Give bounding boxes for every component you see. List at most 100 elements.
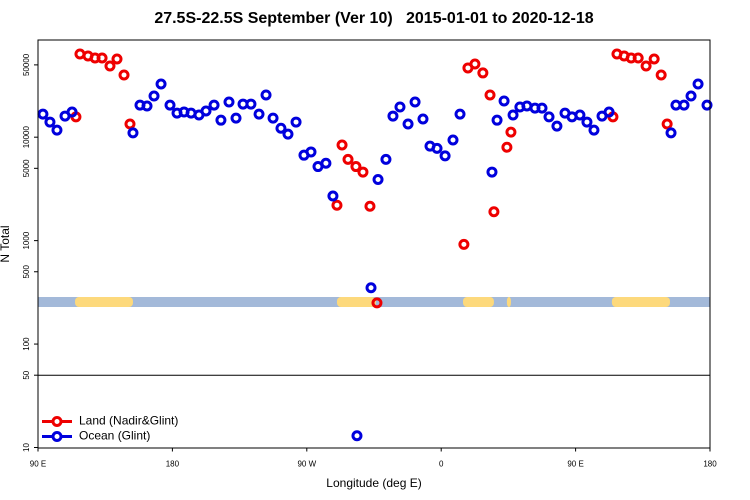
point	[603, 106, 615, 118]
point	[501, 141, 513, 153]
point	[409, 96, 421, 108]
point	[111, 53, 123, 65]
point	[282, 128, 294, 140]
point	[486, 166, 498, 178]
point	[372, 173, 384, 185]
point	[447, 134, 459, 146]
point	[215, 114, 227, 126]
point	[127, 127, 139, 139]
plot-frame	[37, 39, 711, 449]
legend-label: Land (Nadir&Glint)	[79, 414, 178, 428]
land-segment	[611, 297, 670, 307]
point	[678, 99, 690, 111]
point	[431, 142, 443, 154]
x-tick-label: 180	[703, 460, 717, 469]
point	[458, 238, 470, 250]
point	[155, 78, 167, 90]
point	[44, 116, 56, 128]
point	[454, 108, 466, 120]
point	[488, 206, 500, 218]
point	[327, 190, 339, 202]
y-tick-label: 10000	[22, 126, 31, 149]
point	[223, 96, 235, 108]
point	[505, 126, 517, 138]
land-segment	[506, 297, 511, 307]
point	[648, 53, 660, 65]
point	[507, 109, 519, 121]
point	[380, 153, 392, 165]
point	[200, 105, 212, 117]
point	[342, 153, 354, 165]
point	[320, 157, 332, 169]
point	[387, 110, 399, 122]
point	[351, 430, 363, 442]
point	[364, 200, 376, 212]
point	[498, 95, 510, 107]
land-segment	[75, 297, 133, 307]
land-segment	[336, 297, 376, 307]
point	[469, 58, 481, 70]
point	[477, 67, 489, 79]
legend-label: Ocean (Glint)	[79, 429, 150, 443]
point	[701, 99, 713, 111]
point	[665, 127, 677, 139]
point	[357, 166, 369, 178]
point	[371, 297, 383, 309]
point	[588, 124, 600, 136]
point	[581, 116, 593, 128]
point	[365, 282, 377, 294]
y-tick-label: 50000	[22, 53, 31, 76]
point	[491, 114, 503, 126]
point	[37, 108, 49, 120]
legend-marker	[51, 431, 63, 442]
y-tick-label: 10	[22, 443, 31, 452]
point	[685, 90, 697, 102]
point	[267, 112, 279, 124]
point	[305, 146, 317, 158]
point	[260, 89, 272, 101]
y-tick-label: 1000	[22, 231, 31, 249]
point	[66, 106, 78, 118]
point	[439, 150, 451, 162]
point	[230, 112, 242, 124]
point	[417, 113, 429, 125]
plot-marks	[37, 48, 713, 442]
point	[574, 109, 586, 121]
x-tick-label: 0	[439, 460, 444, 469]
point	[141, 100, 153, 112]
point	[51, 124, 63, 136]
x-axis-label: Longitude (deg E)	[326, 476, 421, 490]
y-axis-label: N Total	[0, 225, 12, 262]
point	[661, 118, 673, 130]
point	[124, 118, 136, 130]
y-tick-label: 500	[22, 265, 31, 279]
y-tick-label: 50	[22, 370, 31, 379]
point	[640, 60, 652, 72]
point	[331, 199, 343, 211]
point	[290, 116, 302, 128]
y-tick-label: 5000	[22, 159, 31, 177]
x-tick-label: 180	[166, 460, 180, 469]
point	[275, 122, 287, 134]
point	[253, 108, 265, 120]
x-tick-label: 90 E	[567, 460, 583, 469]
chart-title: 27.5S-22.5S September (Ver 10) 2015-01-0…	[154, 10, 593, 27]
point	[245, 98, 257, 110]
x-tick-label: 90 W	[297, 460, 316, 469]
legend-marker	[51, 416, 63, 427]
point	[402, 118, 414, 130]
point	[118, 69, 130, 81]
point	[350, 161, 362, 173]
point	[96, 52, 108, 64]
point	[484, 89, 496, 101]
point	[394, 101, 406, 113]
land-segment	[463, 297, 494, 307]
point	[543, 111, 555, 123]
point	[336, 139, 348, 151]
point	[536, 102, 548, 114]
y-tick-label: 100	[22, 337, 31, 351]
point	[208, 99, 220, 111]
point	[164, 99, 176, 111]
point	[655, 69, 667, 81]
x-tick-label: 90 E	[30, 460, 46, 469]
